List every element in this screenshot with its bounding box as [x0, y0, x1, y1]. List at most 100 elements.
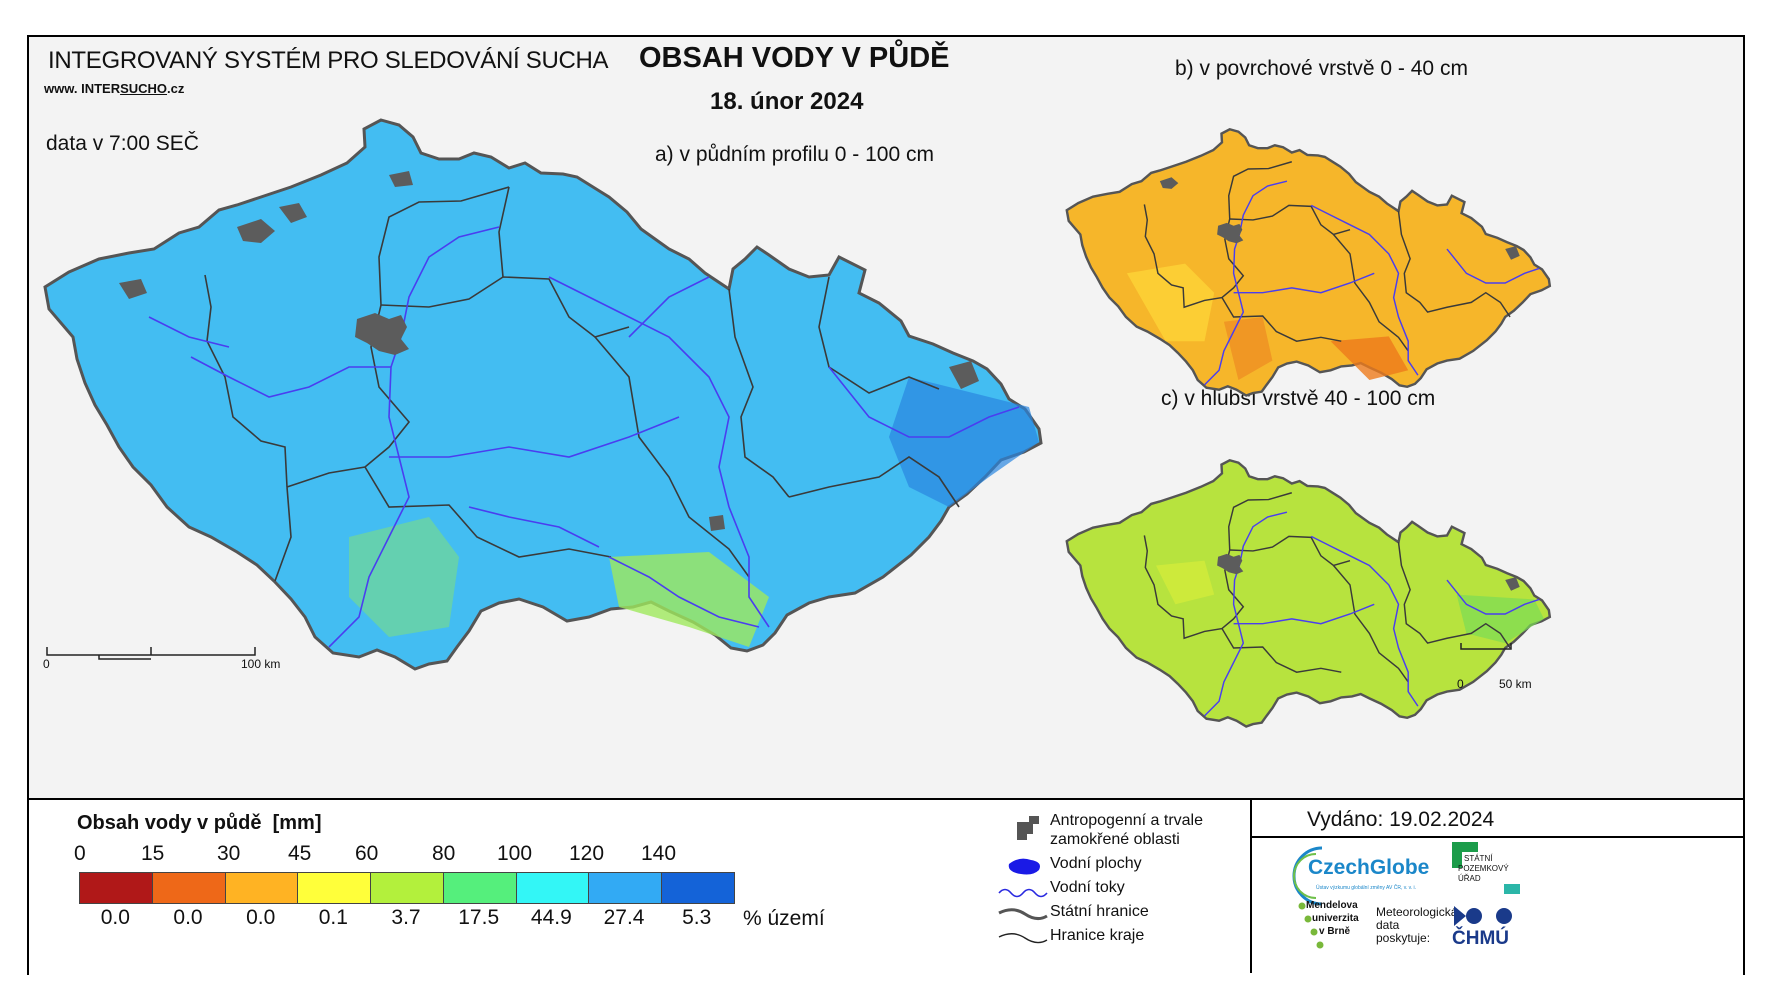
spu-line-1: STÁTNÍ	[1464, 854, 1493, 863]
legend-threshold: 30	[217, 842, 241, 865]
symbol-label-state: Státní hranice	[1050, 903, 1149, 920]
data-time: data v 7:00 SEČ	[46, 132, 199, 155]
chmu-name: ČHMÚ	[1452, 928, 1509, 949]
map-small-scalebar	[1460, 643, 1512, 650]
urban-area-prague	[355, 313, 409, 355]
legend-percentage: 0.0	[246, 906, 276, 929]
map-c-urban-areas	[1217, 553, 1520, 591]
met-line-2: data	[1376, 918, 1400, 932]
met-line-1: Meteorologická	[1376, 905, 1458, 919]
mendel-line-3: v Brně	[1319, 926, 1351, 937]
issued-panel: Vydáno: 19.02.2024 CzechGlobe Ústav výzk…	[1250, 800, 1745, 973]
map-c-yellow-west	[1156, 560, 1215, 605]
legend-pct-unit: % území	[743, 907, 825, 930]
state-border-icon	[998, 908, 1048, 921]
map-a-rivers	[148, 226, 1020, 648]
map-date: 18. únor 2024	[710, 88, 864, 115]
map-a	[43, 118, 1043, 671]
symbol-label-water: Vodní plochy	[1050, 855, 1142, 872]
scale-small-end: 50 km	[1499, 677, 1532, 691]
website-prefix: www. INTER	[44, 81, 121, 96]
map-b-rivers	[1203, 180, 1540, 386]
map-b-orange-south-moravia	[1330, 336, 1409, 380]
legend-color-swatch	[661, 873, 735, 903]
map-c-green-east	[1456, 594, 1544, 644]
map-b-yellow-west	[1126, 263, 1215, 342]
map-b-label: b) v povrchové vrstvě 0 - 40 cm	[1175, 57, 1468, 80]
issued-date: Vydáno: 19.02.2024	[1307, 808, 1495, 831]
legend-color-swatch	[588, 873, 662, 903]
legend-percentage: 0.1	[318, 906, 348, 929]
map-c-rivers	[1203, 511, 1540, 717]
mendel-logo-dots	[1298, 902, 1324, 949]
urban-area-north	[389, 171, 413, 187]
spu-line-2: POZEMKOVÝ	[1458, 864, 1509, 873]
symbol-label-urban-1: Antropogenní a trvale	[1050, 812, 1203, 829]
legend-threshold: 120	[569, 842, 605, 865]
legend-percentage: 0.0	[100, 906, 130, 929]
map-a-urban-areas	[119, 171, 979, 531]
map-a-country	[43, 118, 1043, 671]
symbol-legend-svg	[998, 816, 1048, 944]
map-b-country	[1065, 128, 1552, 397]
issued-divider	[1252, 836, 1745, 838]
symbol-label-region: Hranice kraje	[1050, 927, 1145, 944]
czechglobe-name: CzechGlobe	[1308, 856, 1430, 879]
map-c-country	[1065, 459, 1552, 728]
legend-color-swatch	[151, 873, 225, 903]
water-body-icon	[1008, 858, 1040, 875]
czechglobe-logo	[1292, 846, 1323, 906]
urban-area-north-west-2	[279, 203, 307, 223]
map-a-scalebar	[46, 647, 256, 660]
map-area: INTEGROVANÝ SYSTÉM PRO SLEDOVÁNÍ SUCHA w…	[29, 37, 1743, 797]
legend-thresholds: 0 15 30 45 60 80 100 120 140	[29, 842, 829, 870]
legend-color-swatch	[297, 873, 371, 903]
website-link[interactable]: www. INTERSUCHO.cz	[44, 81, 184, 96]
map-a-label: a) v půdním profilu 0 - 100 cm	[655, 143, 934, 166]
spu-line-3: ÚŘAD	[1458, 874, 1481, 883]
legend-color-swatch	[224, 873, 298, 903]
map-b-region-borders	[1143, 161, 1511, 352]
symbol-label-urban-2: zamokřené oblasti	[1050, 831, 1180, 848]
legend-color-bar	[79, 872, 735, 904]
map-b	[1065, 128, 1552, 397]
urban-area-ostrava	[949, 361, 979, 389]
legend-percentage: 44.9	[530, 906, 572, 929]
legend-color-swatch	[370, 873, 443, 903]
urban-area-north-west	[237, 219, 275, 243]
urban-area-brno	[709, 515, 725, 531]
symbol-label-river: Vodní toky	[1050, 879, 1125, 896]
scale-a-end: 100 km	[241, 657, 281, 671]
legend-percentages: 0.0 0.0 0.0 0.1 3.7 17.5 44.9 27.4 5.3	[79, 906, 733, 934]
spu-logo-mark-vertical	[1452, 842, 1462, 868]
scale-small-zero: 0	[1457, 677, 1464, 691]
map-a-wet-east	[889, 377, 1039, 507]
river-icon	[998, 888, 1048, 898]
website-suffix: .cz	[167, 81, 185, 96]
czechglobe-subtitle: Ústav výzkumu globální změny AV ČR, v. v…	[1316, 885, 1417, 891]
legend-color-swatch	[442, 873, 516, 903]
legend-percentage: 17.5	[458, 906, 500, 929]
legend-threshold: 140	[641, 842, 677, 865]
legend-color-swatch	[515, 873, 589, 903]
map-c-region-borders	[1143, 492, 1511, 683]
map-a-drier-south-bohemia	[349, 517, 459, 637]
maps-svg	[43, 118, 1552, 728]
urban-area-icon	[1017, 816, 1039, 840]
website-highlight: SUCHO	[120, 81, 168, 96]
map-c	[1065, 459, 1552, 728]
legend-title: Obsah vody v půdě [mm]	[77, 812, 322, 834]
legend-percentage: 0.0	[173, 906, 203, 929]
legend-threshold: 100	[497, 842, 533, 865]
legend-threshold: 80	[432, 842, 456, 865]
map-a-region-borders	[204, 186, 960, 582]
map-frame: INTEGROVANÝ SYSTÉM PRO SLEDOVÁNÍ SUCHA w…	[27, 35, 1745, 975]
spu-logo-square	[1504, 884, 1520, 894]
legend-color-swatch	[80, 873, 152, 903]
main-title: OBSAH VODY V PŮDĚ	[639, 42, 950, 74]
legend-area: Obsah vody v půdě [mm] 0 15 30 45 60 80 …	[29, 798, 1745, 975]
urban-area-west	[119, 279, 147, 299]
legend-threshold: 15	[141, 842, 165, 865]
legend-threshold: 45	[288, 842, 312, 865]
chmu-logo-mark	[1454, 906, 1512, 926]
